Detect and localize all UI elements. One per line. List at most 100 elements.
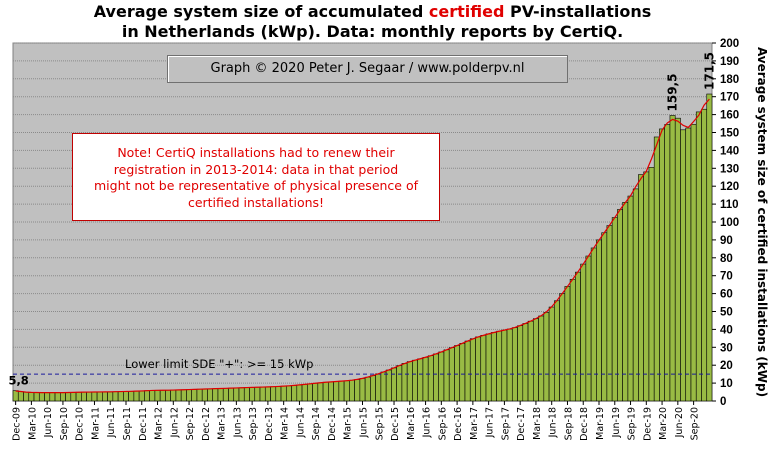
bar — [585, 255, 592, 402]
bar — [669, 115, 676, 402]
y-tick-label: 150 — [720, 128, 739, 140]
bar — [522, 323, 529, 402]
data-label: 5,8 — [8, 374, 28, 388]
y-tick-label: 20 — [720, 360, 733, 372]
bar — [459, 343, 466, 402]
bar — [533, 318, 539, 402]
bar — [317, 382, 324, 402]
y-tick-label: 120 — [720, 181, 739, 193]
x-tick-label: Jun-16 — [422, 407, 433, 438]
bar — [228, 387, 235, 402]
bar — [49, 392, 56, 402]
x-tick-label: Jun-20 — [674, 407, 685, 438]
x-tick-label: Dec-19 — [642, 407, 653, 441]
bar — [554, 300, 560, 402]
bar — [243, 387, 250, 402]
note-line: Note! CertiQ installations had to renew … — [117, 145, 395, 160]
data-label: 171,5 — [702, 52, 716, 90]
x-tick-label: Jun-17 — [485, 407, 496, 438]
x-tick-label: Sep-17 — [500, 407, 511, 440]
bar — [659, 128, 665, 402]
bar — [159, 389, 166, 402]
y-tick-label: 40 — [720, 324, 733, 336]
bar — [464, 340, 471, 402]
bar — [580, 263, 587, 402]
y-tick-label: 90 — [720, 235, 733, 247]
trend-line — [15, 98, 710, 394]
bar — [180, 389, 187, 402]
bar — [196, 388, 203, 402]
bar — [454, 345, 461, 402]
bar — [222, 387, 229, 402]
y-tick-label: 0 — [720, 396, 726, 408]
bar — [638, 174, 644, 402]
y-tick-label: 100 — [720, 217, 739, 229]
bar — [690, 124, 697, 402]
x-tick-label: Dec-16 — [453, 407, 464, 441]
bar — [517, 325, 524, 402]
note-line: certified installations! — [187, 194, 325, 210]
x-tick-label: Jun-12 — [169, 407, 180, 438]
x-tick-label: Jun-13 — [232, 407, 243, 438]
bar — [433, 353, 440, 402]
bar — [364, 376, 371, 402]
chart-title-line1: Average system size of accumulated certi… — [0, 2, 745, 22]
bar — [490, 332, 497, 402]
bar — [391, 367, 397, 402]
bar — [569, 278, 576, 402]
bar — [611, 217, 618, 402]
chart-title-line2: in Netherlands (kWp). Data: monthly repo… — [121, 22, 624, 41]
y-axis-title: Average system size of certified install… — [755, 47, 769, 397]
bar — [133, 390, 140, 402]
bar — [354, 379, 361, 402]
bar — [70, 392, 77, 402]
y-tick-label: 160 — [720, 110, 739, 122]
bar — [264, 386, 271, 402]
bar — [596, 239, 602, 402]
x-tick-label: Dec-15 — [390, 407, 401, 441]
bar — [186, 389, 192, 402]
x-tick-label: Dec-13 — [264, 407, 275, 441]
x-tick-label: Sep-12 — [185, 407, 196, 440]
bar — [543, 312, 550, 402]
y-tick-label: 10 — [720, 378, 733, 390]
bar — [91, 391, 98, 402]
bar — [427, 355, 434, 402]
bar — [270, 386, 277, 402]
bar — [564, 286, 571, 402]
y-tick-label: 190 — [720, 56, 739, 68]
note-line: registration in 2013-2014: data in that … — [113, 161, 399, 177]
bar — [475, 336, 482, 402]
bar — [601, 232, 608, 402]
bar — [175, 389, 182, 402]
bar — [307, 383, 313, 402]
x-tick-label: Dec-09 — [12, 407, 23, 441]
bar — [485, 333, 492, 402]
bar — [138, 390, 145, 402]
x-tick-label: Sep-11 — [122, 407, 133, 440]
x-tick-label: Sep-15 — [374, 407, 385, 440]
bar — [312, 382, 319, 402]
bar — [606, 225, 613, 402]
bar — [144, 390, 150, 402]
reference-line-label: Lower limit SDE "+": >= 15 kWp — [125, 357, 313, 371]
bar — [422, 357, 429, 402]
chart-title-highlight: certified — [428, 2, 505, 21]
bar — [23, 391, 30, 402]
bar — [701, 108, 708, 402]
chart-title: Average system size of accumulated certi… — [0, 2, 745, 42]
bar — [60, 392, 66, 402]
bar — [128, 391, 135, 402]
x-tick-label: Sep-20 — [690, 407, 701, 440]
bar — [643, 171, 650, 402]
bar — [112, 391, 119, 402]
bar — [559, 293, 566, 402]
bar — [548, 306, 555, 402]
x-tick-label: Mar-11 — [90, 407, 101, 440]
bar — [511, 327, 518, 402]
chart-title-pre: Average system size of accumulated — [93, 2, 429, 21]
bar — [370, 375, 376, 402]
x-tick-label: Sep-18 — [563, 407, 574, 440]
bar — [438, 351, 445, 402]
